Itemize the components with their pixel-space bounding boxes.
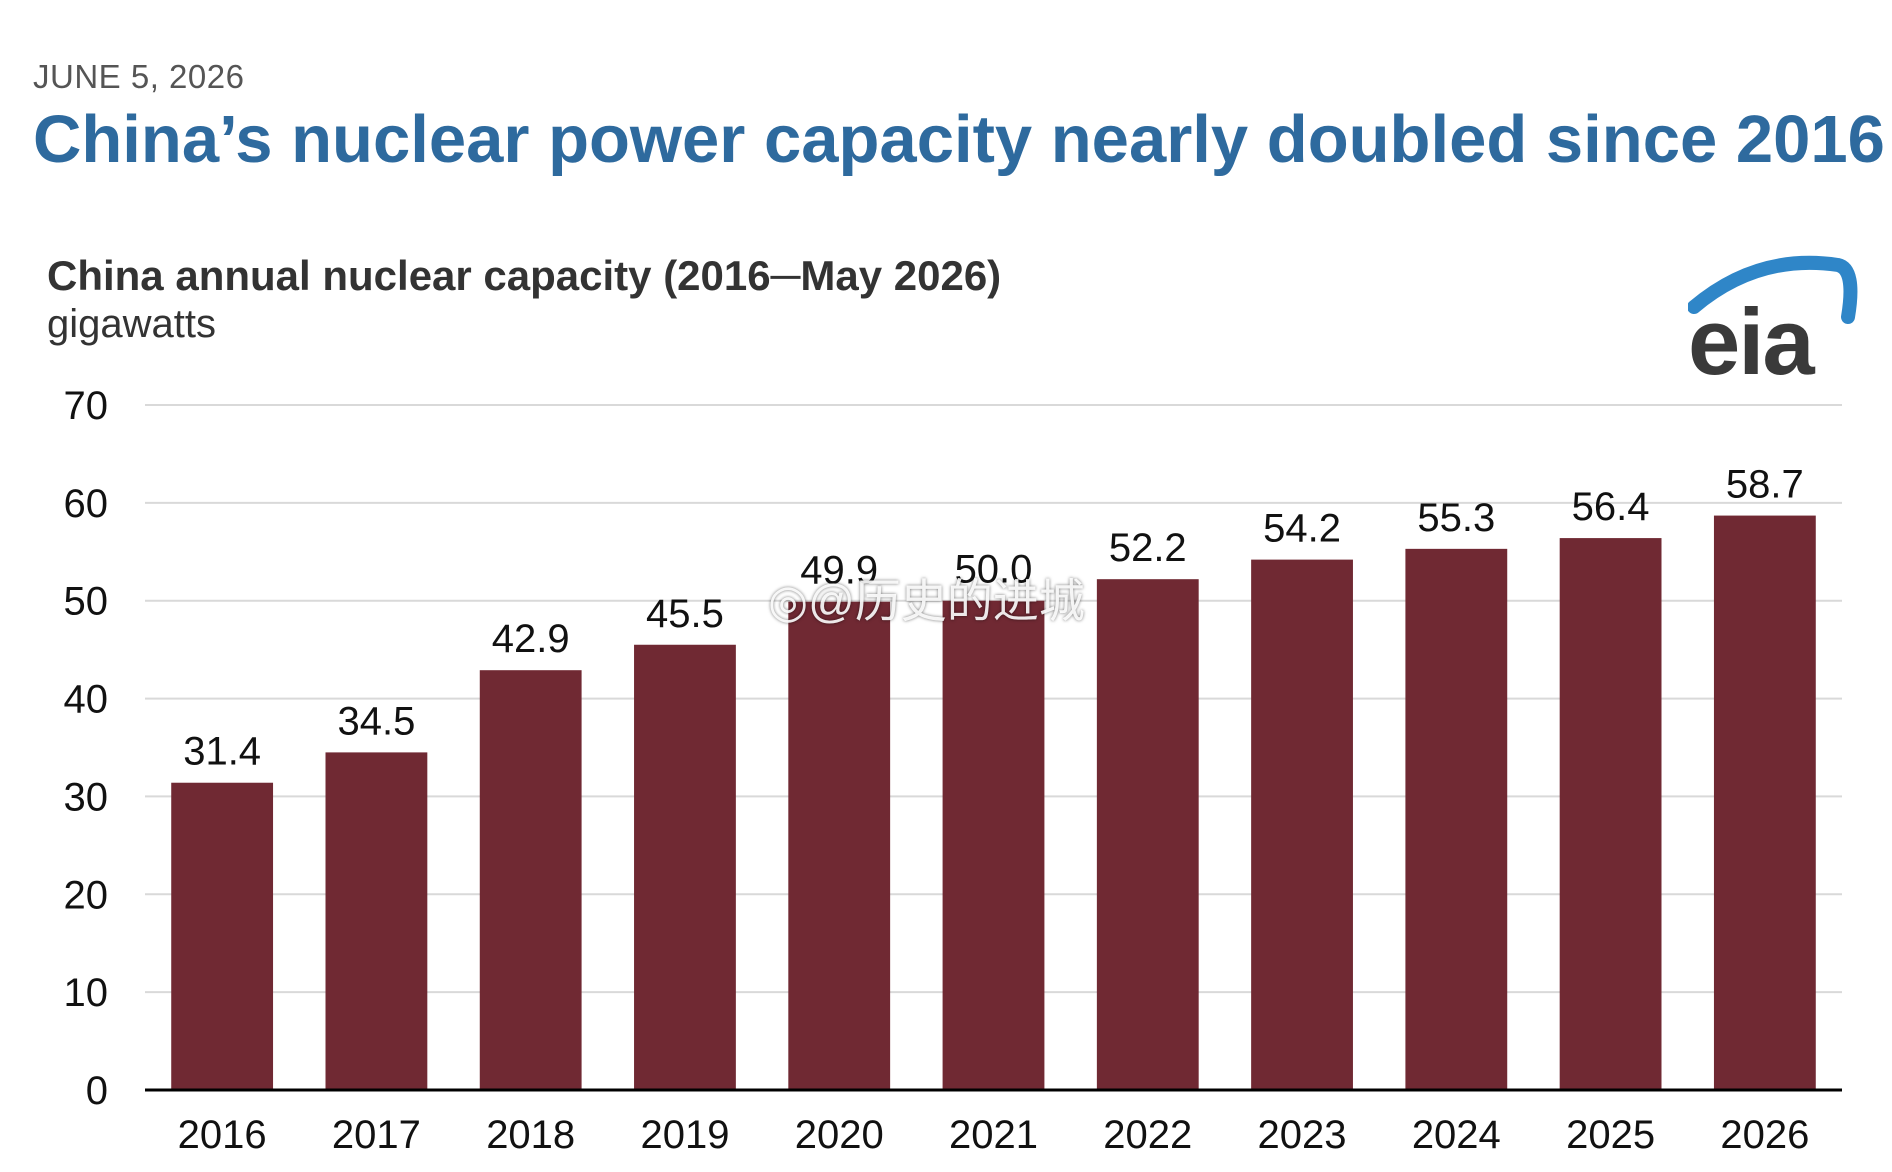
y-tick-label: 10 [64, 971, 109, 1015]
eia-arc-icon [1688, 255, 1858, 324]
bar [942, 600, 1045, 1090]
data-label: 34.5 [337, 699, 415, 743]
data-label: 56.4 [1572, 485, 1650, 529]
bar [325, 752, 428, 1090]
data-label: 31.4 [183, 730, 261, 774]
y-tick-label: 0 [86, 1069, 108, 1113]
y-tick-label: 60 [64, 482, 109, 526]
bar [479, 670, 582, 1090]
bar [1251, 559, 1353, 1090]
data-label: 52.2 [1109, 526, 1187, 570]
headline: China’s nuclear power capacity nearly do… [33, 102, 1885, 177]
y-tick-label: 50 [64, 580, 109, 624]
data-label: 55.3 [1417, 496, 1495, 540]
bar [1096, 579, 1199, 1090]
x-tick-label: 2023 [1258, 1113, 1347, 1157]
watermark-text: @历史的进城 [808, 575, 1085, 627]
bar [1559, 538, 1662, 1090]
data-label: 54.2 [1263, 507, 1341, 551]
bar [634, 644, 736, 1090]
x-tick-label: 2016 [178, 1113, 267, 1157]
x-tick-label: 2024 [1412, 1113, 1501, 1157]
bar [1405, 548, 1508, 1090]
y-tick-label: 40 [64, 678, 109, 722]
eia-logo: eia [1688, 255, 1858, 389]
chart-title: China annual nuclear capacity (2016─May … [47, 252, 1002, 299]
logo-text: eia [1688, 289, 1815, 394]
data-label: 42.9 [492, 617, 570, 661]
data-label: 58.7 [1726, 463, 1804, 507]
x-tick-label: 2025 [1566, 1113, 1655, 1157]
x-tick-label: 2021 [949, 1113, 1038, 1157]
watermark: ◎@历史的进城 [768, 565, 1085, 631]
publication-date: JUNE 5, 2026 [33, 58, 245, 95]
x-tick-label: 2022 [1103, 1113, 1192, 1157]
x-tick-label: 2020 [795, 1113, 884, 1157]
bar [171, 782, 274, 1090]
x-tick-label: 2026 [1720, 1113, 1809, 1157]
bar [788, 601, 891, 1090]
weibo-icon: ◎ [768, 575, 809, 627]
bar [1713, 515, 1816, 1090]
y-tick-label: 20 [64, 873, 109, 917]
chart-unit-label: gigawatts [47, 302, 216, 346]
data-label: 45.5 [646, 592, 724, 636]
data-label: 49.9 [800, 549, 878, 593]
x-tick-label: 2019 [640, 1113, 729, 1157]
y-tick-label: 70 [64, 384, 109, 428]
x-tick-label: 2018 [486, 1113, 575, 1157]
x-tick-label: 2017 [332, 1113, 421, 1157]
data-label: 50.0 [955, 548, 1033, 592]
y-tick-label: 30 [64, 775, 109, 819]
